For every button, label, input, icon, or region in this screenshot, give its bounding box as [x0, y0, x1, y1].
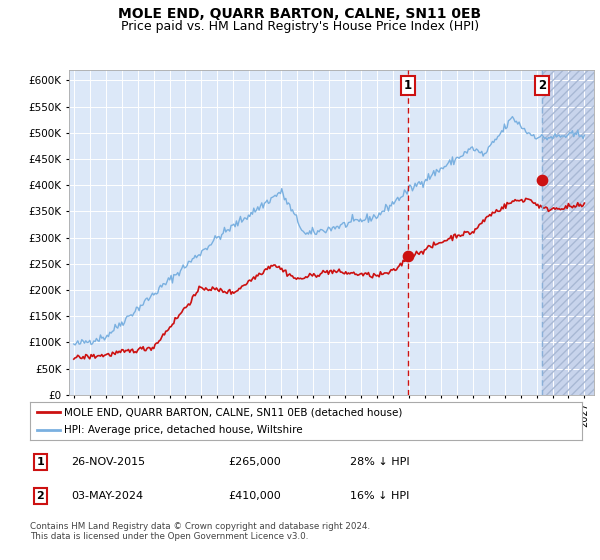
Text: 03-MAY-2024: 03-MAY-2024 — [71, 491, 143, 501]
Text: 16% ↓ HPI: 16% ↓ HPI — [350, 491, 410, 501]
Text: £265,000: £265,000 — [229, 457, 281, 467]
Bar — [542, 70, 594, 395]
Text: 1: 1 — [37, 457, 44, 467]
Text: HPI: Average price, detached house, Wiltshire: HPI: Average price, detached house, Wilt… — [64, 425, 303, 435]
Bar — [542, 70, 594, 395]
Text: 26-NOV-2015: 26-NOV-2015 — [71, 457, 146, 467]
Text: MOLE END, QUARR BARTON, CALNE, SN11 0EB: MOLE END, QUARR BARTON, CALNE, SN11 0EB — [118, 7, 482, 21]
Text: Price paid vs. HM Land Registry's House Price Index (HPI): Price paid vs. HM Land Registry's House … — [121, 20, 479, 32]
Text: MOLE END, QUARR BARTON, CALNE, SN11 0EB (detached house): MOLE END, QUARR BARTON, CALNE, SN11 0EB … — [64, 407, 403, 417]
Point — [403, 251, 412, 260]
Text: 2: 2 — [538, 79, 546, 92]
Text: 1: 1 — [404, 79, 412, 92]
Text: Contains HM Land Registry data © Crown copyright and database right 2024.
This d: Contains HM Land Registry data © Crown c… — [30, 522, 370, 542]
Point — [537, 175, 547, 184]
Text: 2: 2 — [37, 491, 44, 501]
Text: 28% ↓ HPI: 28% ↓ HPI — [350, 457, 410, 467]
Text: £410,000: £410,000 — [229, 491, 281, 501]
